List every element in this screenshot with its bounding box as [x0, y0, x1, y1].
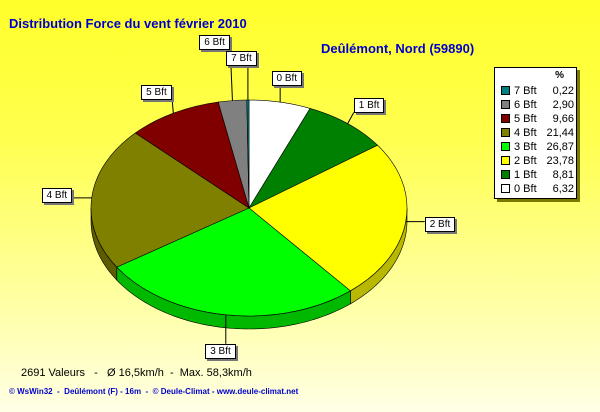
slice-label: 4 Bft: [41, 188, 73, 204]
legend-item: 4 Bft 21,44: [501, 127, 574, 139]
legend-item: 6 Bft 2,90: [501, 99, 574, 111]
legend-label: 3 Bft: [514, 141, 537, 153]
legend-swatch: [501, 142, 510, 151]
pie-slice: [116, 207, 351, 317]
legend-value: 23,78: [546, 155, 574, 167]
slice-label: 6 Bft: [199, 35, 230, 51]
legend-item: 3 Bft 26,87: [501, 141, 574, 153]
legend-item: 1 Bft 8,81: [501, 169, 574, 181]
legend-label: 5 Bft: [514, 113, 537, 125]
slice-label: 2 Bft: [424, 217, 456, 233]
slice-label: 5 Bft: [141, 84, 172, 100]
legend-swatch: [501, 100, 510, 109]
station-location: Deûlémont, Nord (59890): [321, 41, 475, 56]
legend-swatch: [501, 184, 510, 193]
legend-item: 0 Bft 6,32: [501, 183, 574, 195]
pie-slice: [246, 99, 250, 209]
legend-label: 6 Bft: [514, 99, 537, 111]
legend-label: 2 Bft: [514, 155, 537, 167]
legend-label: 4 Bft: [514, 127, 537, 139]
legend-value: 21,44: [546, 127, 574, 139]
legend-value: 2,90: [552, 99, 574, 111]
footer-credits: © WsWin32 - Deûlémont (F) - 16m - © Deul…: [9, 387, 299, 396]
legend-value: 0,22: [552, 85, 574, 97]
stats-line: 2691 Valeurs - Ø 16,5km/h - Max. 58,3km/…: [21, 367, 252, 379]
slice-label: 0 Bft: [271, 71, 303, 87]
slice-label: 3 Bft: [205, 343, 236, 359]
legend-swatch: [501, 156, 510, 165]
leader-line: [347, 112, 355, 124]
legend-swatch: [501, 128, 510, 137]
legend-unit-header: %: [555, 70, 564, 81]
legend-value: 6,32: [552, 183, 574, 195]
pie-slice: [248, 144, 408, 292]
pie-slice: [90, 132, 250, 268]
slice-label: 1 Bft: [353, 97, 385, 113]
legend-label: 1 Bft: [514, 169, 537, 181]
legend-item: 2 Bft 23,78: [501, 155, 574, 167]
legend-swatch: [501, 170, 510, 179]
legend-swatch: [501, 86, 510, 95]
legend-item: 7 Bft 0,22: [501, 85, 574, 97]
legend: % 7 Bft 0,22 6 Bft 2,90 5 Bft 9,66 4 Bft 21,44 3…: [494, 67, 577, 199]
legend-label: 7 Bft: [514, 85, 537, 97]
legend-value: 8,81: [552, 169, 574, 181]
leader-line: [171, 99, 174, 114]
legend-item: 5 Bft 9,66: [501, 113, 574, 125]
legend-value: 26,87: [546, 141, 574, 153]
pie-slice: [248, 108, 379, 209]
legend-label: 0 Bft: [514, 183, 537, 195]
chart-title: Distribution Force du vent février 2010: [9, 16, 247, 31]
legend-value: 9,66: [552, 113, 574, 125]
legend-swatch: [501, 114, 510, 123]
slice-label: 7 Bft: [226, 50, 257, 66]
